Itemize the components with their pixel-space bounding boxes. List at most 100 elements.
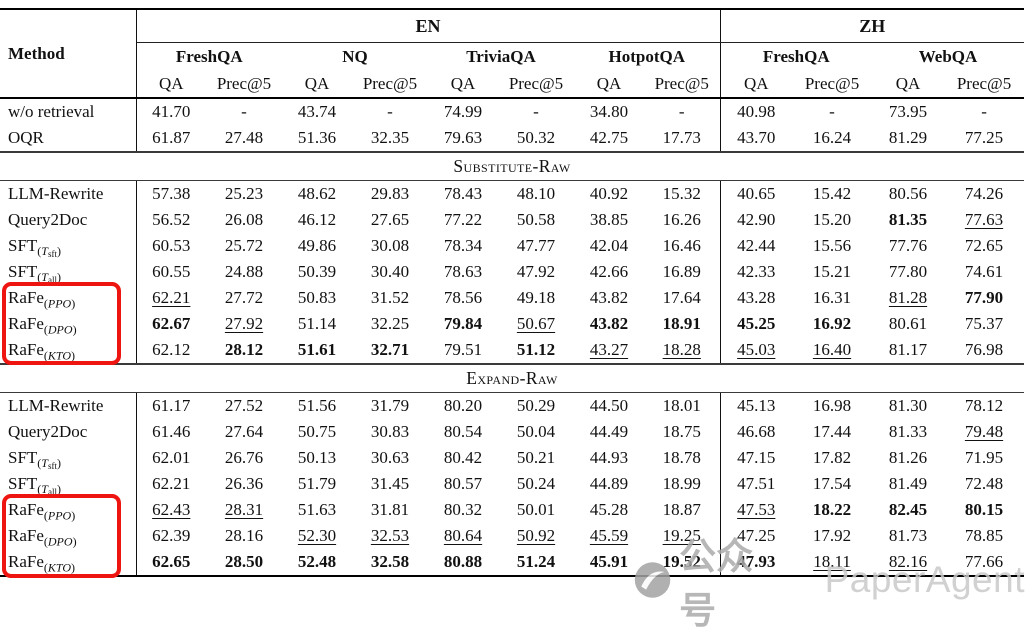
table-row: SFT(Tall) 62.21 26.36 51.79 31.45 80.57 50.24 4… xyxy=(0,471,1024,497)
metric-value: 16.98 xyxy=(812,396,852,415)
metric-header-qa: QA xyxy=(282,70,352,99)
method-name: RaFe xyxy=(8,552,44,571)
metric-value: 47.53 xyxy=(737,500,776,519)
method-label: RaFe(DPO) xyxy=(0,523,137,549)
method-label: RaFe(KTO) xyxy=(0,337,137,364)
metric-value: 15.21 xyxy=(812,262,852,281)
metric-value: 27.92 xyxy=(224,314,264,333)
metric-value: 79.48 xyxy=(964,422,1004,441)
metric-value: 32.25 xyxy=(370,314,410,333)
metric-value: 46.12 xyxy=(297,210,337,229)
metric-value: 78.34 xyxy=(443,236,483,255)
metric-header-prec5: Prec@5 xyxy=(792,70,873,99)
metric-value: 62.01 xyxy=(152,448,191,467)
metric-value: 61.87 xyxy=(152,128,191,147)
method-name: RaFe xyxy=(8,526,44,545)
method-name: SFT xyxy=(8,262,38,281)
metric-value: 43.82 xyxy=(589,314,629,333)
metric-value: 47.92 xyxy=(516,262,556,281)
metric-value: 49.86 xyxy=(297,236,337,255)
metric-value: 80.88 xyxy=(443,552,483,571)
metric-value: 51.36 xyxy=(297,128,337,147)
metric-value: 18.78 xyxy=(644,445,721,471)
method-name: RaFe xyxy=(8,288,44,307)
table-row: SFT(Tsft) 60.53 25.72 49.86 30.08 78.34 47.77 4… xyxy=(0,233,1024,259)
method-subscript: (Tsft) xyxy=(37,244,61,259)
header-metric-row: QA Prec@5 QA Prec@5 QA Prec@5 QA Prec@5 … xyxy=(0,70,1025,99)
metric-header-prec5: Prec@5 xyxy=(206,70,282,99)
table-row: Query2Doc 56.52 26.08 46.12 27.65 77.22 50.58 3… xyxy=(0,207,1024,233)
metric-value: 19.52 xyxy=(644,549,721,576)
table-row: RaFe(DPO) 62.39 28.16 52.30 32.53 80.64 50.92 4… xyxy=(0,523,1024,549)
table-row: RaFe(DPO) 62.67 27.92 51.14 32.25 79.84 50.67 4… xyxy=(0,311,1024,337)
metric-value: 81.29 xyxy=(888,128,928,147)
metric-value: 16.24 xyxy=(812,128,852,147)
metric-value: 43.74 xyxy=(297,102,337,121)
metric-value: 50.32 xyxy=(516,128,556,147)
metric-value: 44.93 xyxy=(589,448,629,467)
method-label: RaFe(KTO) xyxy=(0,549,137,576)
table-row: RaFe(PPO) 62.21 27.72 50.83 31.52 78.56 49.18 4… xyxy=(0,285,1024,311)
results-table: Method EN ZH FreshQA NQ TriviaQA HotpotQ… xyxy=(0,8,1025,577)
metric-value: 31.45 xyxy=(370,474,410,493)
method-name: Query2Doc xyxy=(8,210,88,229)
metric-value: 50.39 xyxy=(297,262,337,281)
metric-value: 77.25 xyxy=(964,128,1004,147)
metric-value: 47.93 xyxy=(737,552,776,571)
metric-value: 78.43 xyxy=(443,184,483,203)
method-label: SFT(Tsft) xyxy=(0,233,137,259)
metric-value: 45.25 xyxy=(737,314,776,333)
method-label: w/o retrieval xyxy=(0,98,137,125)
metric-value: 32.71 xyxy=(370,340,410,359)
method-label: RaFe(PPO) xyxy=(0,497,137,523)
method-subscript: (Tall) xyxy=(37,270,61,285)
metric-value: 44.89 xyxy=(589,474,629,493)
metric-value: 31.52 xyxy=(370,288,410,307)
metric-value: 43.27 xyxy=(589,340,629,359)
metric-value: 26.76 xyxy=(224,448,264,467)
metric-value: 62.39 xyxy=(152,526,191,545)
method-subscript: (PPO) xyxy=(43,296,76,311)
metric-value: 77.63 xyxy=(964,210,1004,229)
metric-value: 31.79 xyxy=(370,396,410,415)
metric-value: 16.46 xyxy=(644,233,721,259)
metric-value: 76.98 xyxy=(964,340,1004,359)
metric-value: 78.12 xyxy=(964,396,1004,415)
metric-value: 17.54 xyxy=(812,474,852,493)
method-label: OQR xyxy=(0,125,137,152)
metric-value: 47.25 xyxy=(737,526,776,545)
metric-value: 50.92 xyxy=(516,526,556,545)
metric-value: 45.28 xyxy=(589,500,629,519)
metric-value: 82.45 xyxy=(888,500,928,519)
method-label: Query2Doc xyxy=(0,207,137,233)
metric-value: 51.14 xyxy=(297,314,337,333)
metric-value: 80.64 xyxy=(443,526,483,545)
metric-value: - xyxy=(533,102,539,121)
method-name: SFT xyxy=(8,236,38,255)
metric-value: 80.56 xyxy=(888,184,928,203)
table-row: LLM-Rewrite 61.17 27.52 51.56 31.79 80.20 50.2… xyxy=(0,392,1024,419)
method-label: LLM-Rewrite xyxy=(0,180,137,207)
metric-value: 74.61 xyxy=(964,262,1004,281)
method-subscript: (Tsft) xyxy=(37,456,61,471)
section-expand: Expand-Raw LLM-Rewrite 61.17 27.52 51.56 31.7… xyxy=(0,363,1025,576)
method-name: RaFe xyxy=(8,340,44,359)
table-row: SFT(Tall) 60.55 24.88 50.39 30.40 78.63 47.92 4… xyxy=(0,259,1024,285)
metric-value: 32.58 xyxy=(370,552,410,571)
method-subscript: (DPO) xyxy=(43,322,77,337)
metric-value: 51.12 xyxy=(516,340,556,359)
metric-value: 81.73 xyxy=(888,526,928,545)
metric-value: 51.61 xyxy=(297,340,337,359)
metric-value: 40.98 xyxy=(737,102,776,121)
metric-value: 80.42 xyxy=(443,448,483,467)
metric-value: 81.28 xyxy=(888,288,928,307)
metric-value: 46.68 xyxy=(737,422,776,441)
metric-value: 50.13 xyxy=(297,448,337,467)
table-row: LLM-Rewrite 57.38 25.23 48.62 29.83 78.43 48.1… xyxy=(0,180,1024,207)
metric-value: 79.63 xyxy=(443,128,483,147)
metric-value: 52.30 xyxy=(297,526,337,545)
metric-value: 50.67 xyxy=(516,314,556,333)
metric-value: 32.53 xyxy=(370,526,410,545)
metric-value: 51.63 xyxy=(297,500,337,519)
metric-value: 34.80 xyxy=(589,102,629,121)
